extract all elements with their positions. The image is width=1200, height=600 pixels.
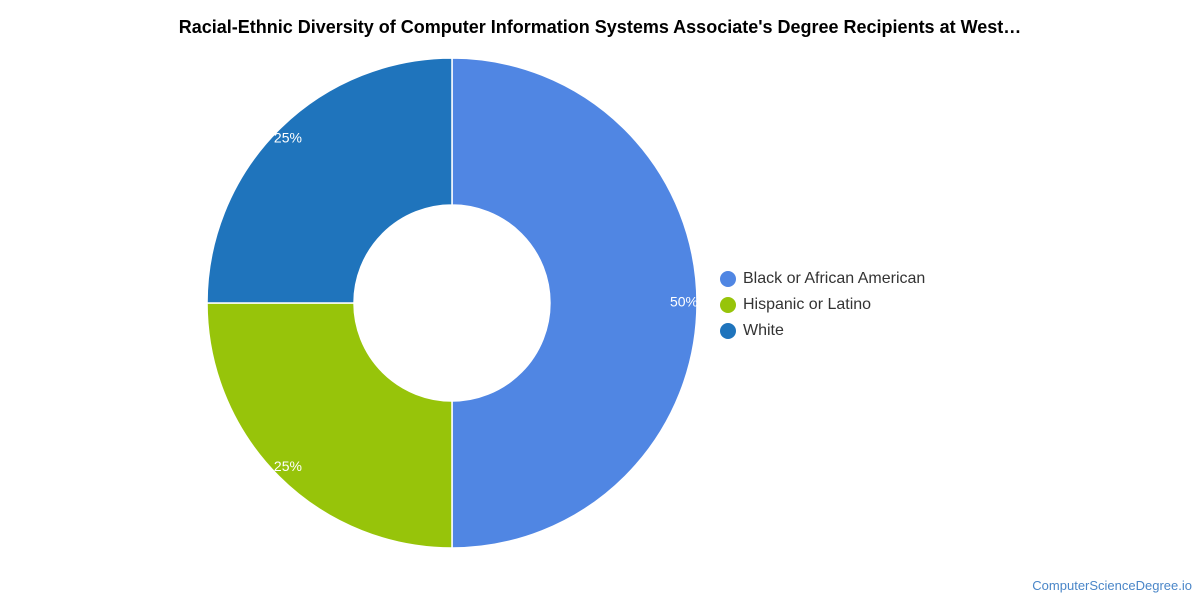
legend-marker-icon xyxy=(720,323,736,339)
legend: Black or African American Hispanic or La… xyxy=(720,266,925,344)
legend-label: Hispanic or Latino xyxy=(743,296,872,313)
legend-marker-icon xyxy=(720,271,736,287)
donut-slice-white[interactable] xyxy=(206,57,453,304)
slice-data-label: 50% xyxy=(670,294,698,310)
legend-item-black-or-african-american[interactable]: Black or African American xyxy=(720,266,925,292)
donut-slice-hispanic-or-latino[interactable] xyxy=(206,302,453,549)
legend-marker-icon xyxy=(720,297,736,313)
legend-item-hispanic-or-latino[interactable]: Hispanic or Latino xyxy=(720,292,925,318)
legend-label: Black or African American xyxy=(743,270,926,287)
slice-data-label: 25% xyxy=(274,130,302,146)
legend-label: White xyxy=(743,322,784,339)
slice-data-label: 25% xyxy=(274,458,302,474)
donut-slice-black-or-african-american[interactable] xyxy=(451,57,698,549)
legend-item-white[interactable]: White xyxy=(720,318,925,344)
chart-title: Racial-Ethnic Diversity of Computer Info… xyxy=(178,17,1022,37)
source-credit[interactable]: ComputerScienceDegree.io xyxy=(1032,578,1192,593)
